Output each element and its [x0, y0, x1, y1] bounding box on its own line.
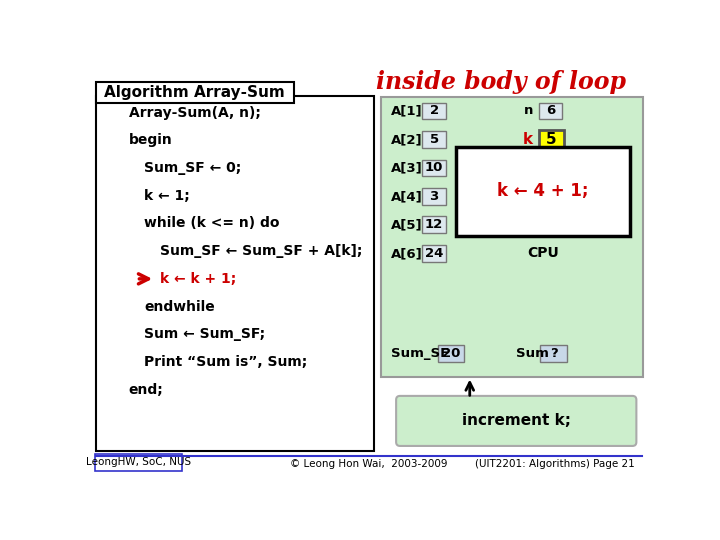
FancyBboxPatch shape: [423, 159, 446, 177]
FancyBboxPatch shape: [539, 130, 564, 148]
Text: ?: ?: [549, 347, 557, 360]
Text: 5: 5: [546, 132, 557, 147]
Text: A[1]: A[1]: [391, 105, 423, 118]
Text: A[6]: A[6]: [391, 247, 423, 260]
FancyBboxPatch shape: [96, 82, 294, 103]
Text: © Leong Hon Wai,  2003-2009: © Leong Hon Wai, 2003-2009: [290, 460, 448, 469]
Text: 5: 5: [430, 133, 438, 146]
FancyBboxPatch shape: [438, 345, 464, 362]
Text: k ← 4 + 1;: k ← 4 + 1;: [498, 183, 589, 200]
Text: 12: 12: [425, 219, 444, 232]
Text: endwhile: endwhile: [144, 300, 215, 314]
Text: k: k: [523, 132, 533, 147]
Text: Sum_SF ← Sum_SF + A[k];: Sum_SF ← Sum_SF + A[k];: [160, 244, 362, 258]
FancyBboxPatch shape: [539, 103, 562, 119]
Text: A[4]: A[4]: [391, 190, 423, 203]
FancyBboxPatch shape: [96, 454, 182, 470]
FancyBboxPatch shape: [423, 188, 446, 205]
FancyBboxPatch shape: [423, 245, 446, 262]
Text: Array-Sum(A, n);: Array-Sum(A, n);: [129, 105, 261, 119]
Text: 10: 10: [425, 161, 444, 174]
Text: A[3]: A[3]: [391, 161, 423, 174]
Text: n: n: [524, 105, 534, 118]
FancyBboxPatch shape: [540, 345, 567, 362]
Text: 3: 3: [429, 190, 438, 203]
FancyBboxPatch shape: [456, 147, 630, 236]
Text: A[2]: A[2]: [391, 133, 423, 146]
Text: A[5]: A[5]: [391, 219, 423, 232]
Text: Algorithm Array-Sum: Algorithm Array-Sum: [104, 85, 284, 100]
Text: Sum_SF: Sum_SF: [391, 347, 449, 360]
FancyBboxPatch shape: [396, 396, 636, 446]
FancyBboxPatch shape: [423, 103, 446, 119]
Text: Sum ← Sum_SF;: Sum ← Sum_SF;: [144, 327, 266, 341]
Text: Sum_SF ← 0;: Sum_SF ← 0;: [144, 161, 241, 175]
FancyBboxPatch shape: [423, 131, 446, 148]
Text: begin: begin: [129, 133, 173, 147]
Text: increment k;: increment k;: [462, 414, 571, 428]
FancyBboxPatch shape: [381, 97, 642, 377]
Text: inside body of loop: inside body of loop: [376, 70, 626, 94]
Text: k ← 1;: k ← 1;: [144, 188, 190, 202]
Text: Print “Sum is”, Sum;: Print “Sum is”, Sum;: [144, 355, 307, 369]
Text: 2: 2: [430, 105, 438, 118]
Text: 6: 6: [546, 105, 555, 118]
Text: end;: end;: [129, 383, 163, 397]
Text: 24: 24: [425, 247, 444, 260]
Text: k ← k + 1;: k ← k + 1;: [160, 272, 236, 286]
Text: CPU: CPU: [527, 246, 559, 260]
Text: (UIT2201: Algorithms) Page 21: (UIT2201: Algorithms) Page 21: [475, 460, 635, 469]
Text: 20: 20: [442, 347, 460, 360]
Text: LeongHW, SoC, NUS: LeongHW, SoC, NUS: [86, 457, 192, 467]
FancyBboxPatch shape: [96, 96, 374, 451]
FancyBboxPatch shape: [423, 217, 446, 233]
Text: Sum: Sum: [516, 347, 549, 360]
Text: while (k <= n) do: while (k <= n) do: [144, 217, 280, 231]
